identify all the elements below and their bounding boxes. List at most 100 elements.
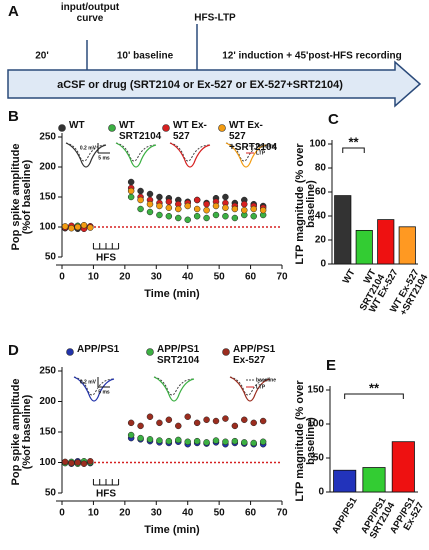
data-point bbox=[250, 205, 257, 213]
bar bbox=[362, 467, 386, 493]
legend-marker bbox=[66, 348, 74, 356]
data-point bbox=[87, 458, 94, 465]
legend-marker bbox=[58, 124, 66, 132]
inset-trace-ltp bbox=[65, 142, 107, 168]
data-point bbox=[127, 178, 135, 186]
y-tick-label: 150 bbox=[39, 192, 56, 203]
x-tick-label: 20 bbox=[119, 508, 131, 519]
y-tick-label: 200 bbox=[39, 396, 56, 407]
data-point bbox=[241, 416, 248, 424]
data-point bbox=[193, 205, 201, 213]
y-tick-label: 60 bbox=[315, 187, 327, 198]
inset-trace-ltp bbox=[73, 376, 115, 402]
legend-label: WT SRT2104 bbox=[119, 120, 162, 142]
timeline-treatment: aCSF or drug (SRT2104 or Ex-527 or EX-52… bbox=[57, 79, 343, 91]
data-point bbox=[127, 193, 135, 201]
y-tick-label: 150 bbox=[307, 385, 324, 396]
legend-marker bbox=[146, 348, 154, 356]
y-tick-label: 200 bbox=[39, 162, 56, 173]
y-tick-label: 100 bbox=[307, 419, 324, 430]
data-point bbox=[74, 223, 81, 231]
scale-bar-label: 0.2 mV bbox=[80, 379, 97, 385]
panel-label: B bbox=[8, 108, 19, 125]
x-tick-label: 30 bbox=[151, 272, 163, 283]
data-point bbox=[68, 224, 75, 232]
legend-marker bbox=[162, 124, 170, 132]
significance-bracket bbox=[342, 147, 365, 153]
annotation: HFS bbox=[96, 489, 116, 500]
data-point bbox=[212, 437, 220, 444]
legend-label: WT Ex-527 +SRT2104 bbox=[229, 120, 278, 153]
y-tick-label: 40 bbox=[315, 211, 327, 222]
data-point bbox=[231, 437, 239, 445]
legend-label: WT Ex-527 bbox=[173, 120, 207, 142]
bar bbox=[355, 229, 373, 265]
data-point bbox=[259, 417, 267, 425]
y-tick-label: 0 bbox=[320, 259, 326, 270]
x-axis-label: Time (min) bbox=[144, 288, 200, 300]
inset-legend-label: baseline bbox=[256, 143, 276, 149]
y-axis-label: LTP magnitude (% over baseline) bbox=[294, 143, 317, 265]
inset-trace-ltp bbox=[169, 142, 211, 168]
y-tick-label: 250 bbox=[39, 366, 56, 377]
data-point bbox=[203, 416, 210, 424]
data-point bbox=[193, 437, 201, 445]
data-point bbox=[61, 458, 69, 466]
data-point bbox=[87, 224, 94, 231]
x-tick-label: 10 bbox=[88, 272, 100, 283]
y-tick-label: 100 bbox=[309, 139, 326, 150]
y-tick-label: 100 bbox=[39, 457, 56, 468]
data-point bbox=[231, 422, 239, 430]
x-tick-label: 50 bbox=[214, 508, 226, 519]
inset-legend-label: LTP bbox=[256, 150, 266, 156]
data-point bbox=[184, 413, 191, 420]
x-tick-label: 40 bbox=[182, 272, 194, 283]
bar bbox=[333, 469, 357, 493]
scale-bar-label: 0.2 mV bbox=[80, 145, 97, 151]
data-point bbox=[137, 187, 144, 195]
annotation: HFS bbox=[96, 253, 116, 264]
data-point bbox=[212, 211, 220, 219]
data-point bbox=[222, 193, 229, 201]
data-point bbox=[222, 212, 229, 220]
data-point bbox=[193, 196, 201, 204]
data-point bbox=[156, 211, 163, 219]
bar bbox=[334, 195, 352, 265]
scale-bar-label: 5 ms bbox=[98, 389, 110, 395]
data-point bbox=[203, 206, 210, 214]
data-point bbox=[156, 202, 163, 210]
data-point bbox=[250, 419, 257, 427]
data-point bbox=[212, 417, 220, 425]
data-point bbox=[203, 200, 210, 208]
significance-bracket bbox=[344, 393, 404, 399]
x-tick-label: 0 bbox=[59, 272, 65, 283]
inset-trace-ltp bbox=[115, 142, 157, 168]
data-point bbox=[222, 204, 229, 212]
y-tick-label: 0 bbox=[318, 487, 324, 498]
data-point bbox=[127, 187, 135, 195]
data-point bbox=[80, 460, 88, 467]
y-axis-label: Pop spike amplitude (%of baseline) bbox=[10, 378, 33, 486]
data-point bbox=[193, 419, 201, 427]
data-point bbox=[241, 206, 248, 214]
data-point bbox=[137, 422, 144, 430]
y-tick-label: 80 bbox=[315, 163, 327, 174]
significance-label: ** bbox=[348, 134, 359, 149]
data-point bbox=[165, 416, 173, 424]
inset-trace-baseline bbox=[115, 142, 157, 162]
data-point bbox=[175, 422, 182, 430]
data-point bbox=[259, 206, 267, 214]
data-point bbox=[184, 438, 191, 446]
data-point bbox=[222, 415, 229, 422]
x-tick-label: 30 bbox=[151, 508, 163, 519]
timeline-label: HFS-LTP bbox=[194, 13, 236, 24]
data-point bbox=[165, 204, 173, 212]
x-tick-label: 60 bbox=[245, 272, 257, 283]
x-tick-label: 70 bbox=[276, 508, 288, 519]
scale-bar-label: 5 ms bbox=[98, 155, 110, 161]
inset-legend-label: baseline bbox=[256, 377, 276, 383]
x-axis-label: Time (min) bbox=[144, 524, 200, 536]
data-point bbox=[165, 437, 173, 445]
legend-marker bbox=[218, 124, 226, 132]
